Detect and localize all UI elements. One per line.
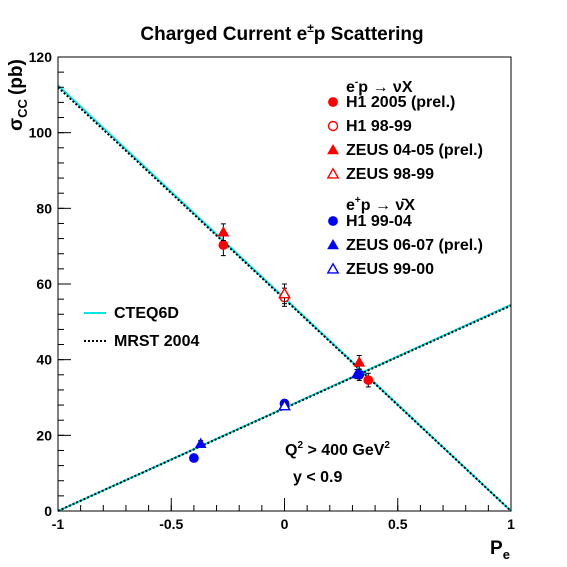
legend-label: CTEQ6D [114, 305, 179, 322]
x-tick-label: -0.5 [159, 516, 183, 532]
legend-label: ZEUS 98-99 [346, 166, 434, 183]
annotation-y-cut: y < 0.9 [293, 469, 342, 486]
legend: H1 2005 (prel.) H1 98-99 ZEUS 04-05 (prel.… [84, 94, 483, 350]
legend-label: ZEUS 04-05 (prel.) [346, 142, 483, 159]
x-axis-label: Pe [490, 538, 510, 562]
curve-1-line-0 [57, 86, 512, 512]
legend-label: H1 98-99 [346, 118, 412, 135]
x-tick-label: 0.5 [388, 516, 408, 532]
legend-label: H1 2005 (prel.) [346, 94, 455, 111]
y-tick-label: 120 [29, 49, 53, 65]
legend-marker [328, 97, 338, 107]
annotation-q2-cut: Q2 > 400 GeV2 [285, 440, 390, 459]
x-tick-label: 0 [281, 516, 289, 532]
y-tick-label: 100 [29, 125, 53, 141]
y-tick-label: 20 [36, 427, 52, 443]
point-h1-2005-prel--1 [363, 375, 374, 385]
legend-marker [327, 120, 339, 132]
point-zeus-98-99-0 [278, 287, 291, 299]
point-zeus-04-05-prel--1 [353, 356, 366, 367]
legend-marker [326, 167, 340, 179]
y-axis-label: σCC(pb) [6, 59, 30, 131]
axes: -1 -0.5 0 0.5 1 0 20 40 60 80 100 120 [29, 49, 515, 532]
legend-marker [326, 262, 340, 274]
legend-header-electron: e-p → νX [346, 77, 413, 96]
legend-label: H1 99-04 [346, 213, 412, 230]
point-zeus-06-07-prel--1 [351, 368, 363, 379]
point-h1-99-04-0 [188, 453, 199, 463]
legend-marker [328, 216, 338, 226]
y-tick-label: 60 [36, 276, 52, 292]
legend-label: ZEUS 99-00 [346, 261, 434, 278]
data-points [188, 223, 374, 463]
legend-marker [327, 143, 339, 155]
point-zeus-04-05-prel--0 [217, 226, 230, 237]
y-tick-label: 0 [44, 503, 52, 519]
x-tick-label: 1 [507, 516, 515, 532]
legend-label: MRST 2004 [114, 333, 199, 350]
legend-label: ZEUS 06-07 (prel.) [346, 237, 483, 254]
point-h1-2005-prel--0 [218, 240, 229, 250]
y-tick-label: 40 [36, 352, 52, 368]
chart-title: Charged Current e±p Scattering [140, 21, 423, 45]
point-zeus-06-07-prel--0 [194, 437, 207, 448]
point-zeus-99-00-0 [278, 399, 291, 411]
legend-marker [327, 238, 339, 250]
legend-header-positron: e+p → ν̄X [346, 195, 415, 214]
y-tick-label: 80 [36, 200, 52, 216]
x-tick-label: -1 [52, 516, 65, 532]
